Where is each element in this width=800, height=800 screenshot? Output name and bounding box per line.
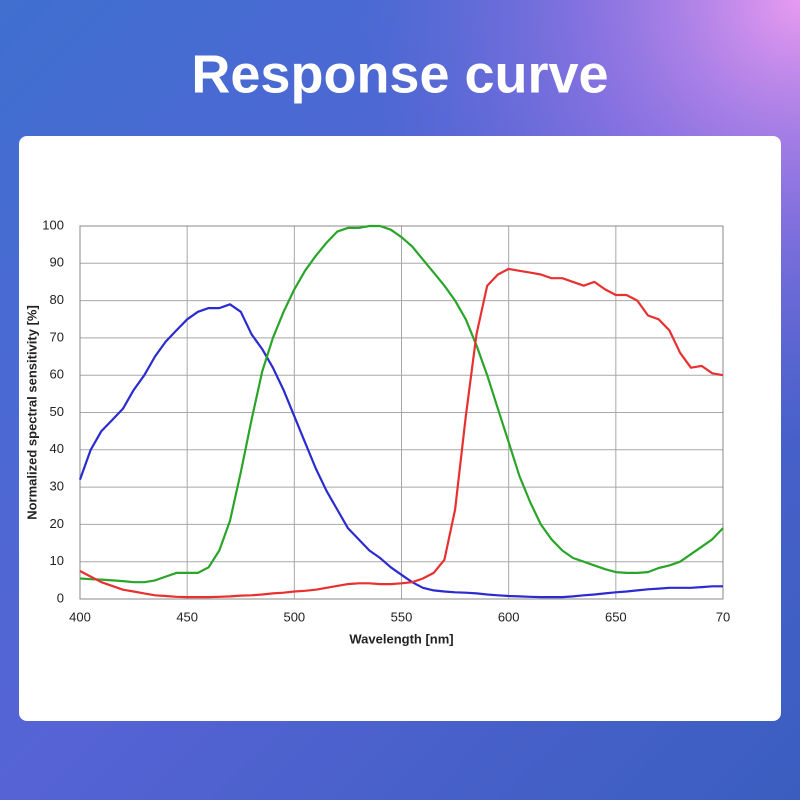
y-tick-label: 20 [50,516,64,531]
series-line [79,224,724,584]
plot-border [79,225,724,600]
y-tick-label: 40 [50,441,64,456]
page-title: Response curve [191,44,608,104]
y-tick-label: 0 [57,590,64,605]
series-line [78,303,723,599]
x-tick-label: 650 [605,609,627,624]
y-axis-label: Normalized spectral sensitivity [%] [24,305,39,520]
x-tick-label: 400 [69,609,91,624]
y-tick-label: 70 [50,329,64,344]
x-tick-label: 450 [176,609,198,624]
series-line [79,267,724,599]
x-axis-label: Wavelength [nm] [349,631,453,646]
y-tick-label: 30 [50,479,64,494]
x-tick-label: 70 [716,609,730,624]
x-tick-label: 550 [391,609,413,624]
y-tick-label: 60 [50,367,64,382]
y-tick-label: 80 [50,292,64,307]
x-tick-label: 600 [498,609,520,624]
y-tick-label: 10 [50,553,64,568]
y-tick-label: 90 [50,255,64,270]
x-tick-label: 500 [283,609,305,624]
y-tick-label: 100 [42,217,64,232]
y-tick-label: 50 [50,404,64,419]
